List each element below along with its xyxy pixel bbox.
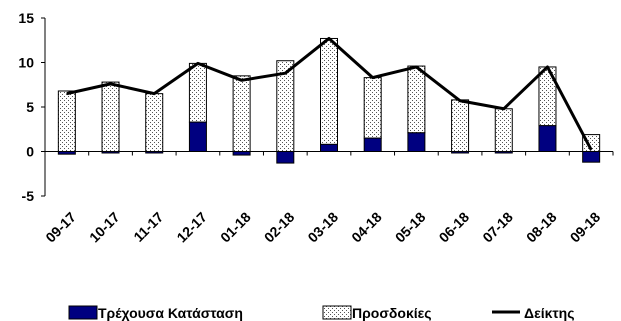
index-line-series bbox=[66, 36, 593, 151]
x-tick-label: 11-17 bbox=[130, 209, 166, 245]
expectations-bar-01-18 bbox=[232, 75, 251, 152]
expectations-bar-05-18 bbox=[407, 65, 426, 134]
x-tick-label: 07-18 bbox=[479, 209, 516, 246]
legend-swatch-expectations bbox=[322, 305, 352, 320]
x-axis: 09-17 10-17 11-17 12-17 01-18 02-18 03-18 04-18… bbox=[42, 151, 614, 246]
legend-label-current-situation: Τρέχουσα Κατάσταση bbox=[98, 305, 243, 321]
x-tick-label: 03-18 bbox=[304, 209, 341, 246]
legend-label-expectations: Προσδοκίες bbox=[352, 305, 432, 321]
x-tick-label: 10-17 bbox=[86, 209, 123, 246]
index-point-12-17 bbox=[197, 62, 199, 64]
legend-label-index: Δείκτης bbox=[524, 305, 574, 321]
index-point-09-17 bbox=[66, 93, 68, 95]
expectations-bar-07-18 bbox=[494, 108, 513, 152]
y-tick-label: 15 bbox=[18, 10, 34, 26]
x-tick-label: 09-18 bbox=[567, 209, 604, 246]
y-tick-label: -5 bbox=[22, 188, 35, 204]
y-tick-label: 10 bbox=[18, 55, 34, 71]
index-point-10-17 bbox=[110, 83, 112, 85]
index-point-03-18 bbox=[328, 37, 330, 39]
y-axis: -5 0 5 10 15 bbox=[18, 10, 46, 204]
expectations-bar-04-18 bbox=[363, 77, 382, 139]
x-tick-label: 01-18 bbox=[217, 209, 254, 246]
legend: Τρέχουσα Κατάσταση Προσδοκίες Δείκτης bbox=[68, 305, 574, 321]
x-tick-label: 08-18 bbox=[523, 209, 560, 246]
x-tick-label: 04-18 bbox=[348, 209, 385, 246]
index-point-06-18 bbox=[459, 100, 461, 102]
expectations-bar-03-18 bbox=[320, 37, 338, 145]
index-point-04-18 bbox=[372, 77, 374, 79]
expectations-bar-10-17 bbox=[101, 81, 120, 152]
index-point-05-18 bbox=[415, 66, 417, 68]
current-situation-bar-09-18 bbox=[582, 151, 601, 163]
current-situation-bar-05-18 bbox=[407, 132, 426, 152]
current-situation-bar-08-18 bbox=[538, 125, 557, 153]
y-tick-label: 0 bbox=[26, 144, 34, 160]
index-point-11-17 bbox=[153, 93, 155, 95]
current-situation-bar-01-18 bbox=[232, 151, 251, 156]
expectations-bar-06-18 bbox=[451, 99, 470, 152]
x-tick-label: 06-18 bbox=[436, 209, 473, 246]
x-tick-label: 12-17 bbox=[173, 209, 210, 246]
current-situation-bar-04-18 bbox=[363, 137, 382, 152]
index-point-02-18 bbox=[284, 72, 286, 74]
expectations-bar-09-17 bbox=[57, 90, 76, 153]
index-point-08-18 bbox=[546, 66, 548, 68]
x-tick-label: 09-17 bbox=[42, 209, 79, 246]
current-situation-bar-12-17 bbox=[188, 121, 207, 152]
bars bbox=[57, 37, 601, 164]
index-point-07-18 bbox=[503, 108, 505, 110]
legend-swatch-current-situation bbox=[68, 305, 98, 320]
expectations-bar-11-17 bbox=[145, 93, 164, 152]
index-point-09-18 bbox=[590, 149, 592, 151]
index-point-01-18 bbox=[241, 79, 243, 81]
y-tick-label: 5 bbox=[26, 99, 34, 115]
current-situation-bar-02-18 bbox=[276, 151, 295, 164]
current-situation-bar-03-18 bbox=[320, 143, 338, 153]
expectations-bar-12-17 bbox=[188, 62, 207, 123]
x-tick-label: 05-18 bbox=[392, 209, 429, 246]
x-tick-label: 02-18 bbox=[261, 209, 298, 246]
